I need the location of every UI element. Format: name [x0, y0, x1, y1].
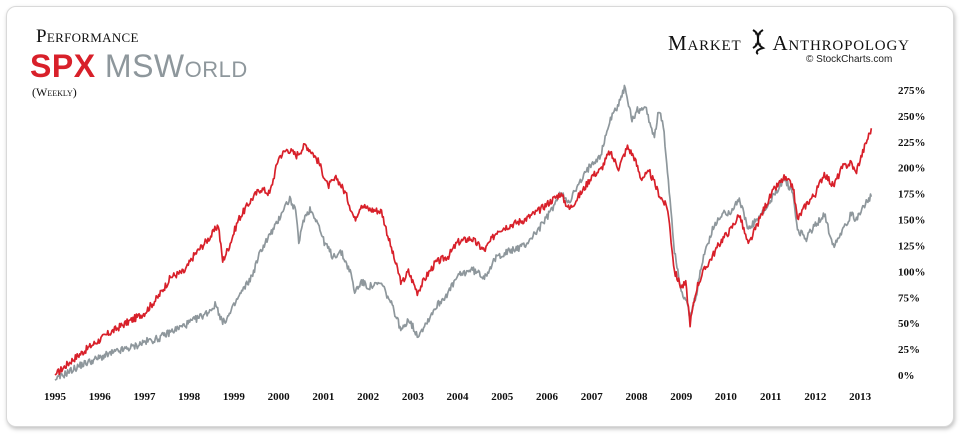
y-tick-label: 0%	[898, 370, 915, 382]
y-tick-label: 25%	[898, 344, 920, 356]
x-tick-label: 1996	[89, 391, 112, 403]
source-credit: © StockCharts.com	[806, 54, 893, 65]
y-tick-label: 150%	[898, 215, 926, 227]
x-tick-label: 2007	[581, 391, 604, 403]
series-line-spx	[54, 128, 873, 376]
chart-subtitle: (Weekly)	[32, 85, 77, 99]
x-tick-label: 2002	[357, 391, 380, 403]
x-tick-label: 2004	[447, 391, 470, 403]
x-tick-label: 2011	[760, 391, 781, 403]
chart-title: SPX MSWorld	[30, 48, 248, 85]
y-tick-label: 200%	[898, 163, 926, 175]
y-tick-label: 175%	[898, 189, 926, 201]
x-tick-label: 1995	[44, 391, 67, 403]
x-tick-label: 2009	[670, 391, 693, 403]
dna-helix-icon	[751, 29, 765, 55]
x-tick-label: 2001	[312, 391, 334, 403]
x-tick-label: 2005	[491, 391, 514, 403]
x-tick-label: 1998	[178, 391, 201, 403]
x-tick-label: 2008	[625, 391, 648, 403]
brand-right: Anthropology	[772, 31, 910, 55]
x-tick-label: 2010	[715, 391, 738, 403]
x-tick-label: 1997	[133, 391, 156, 403]
y-tick-label: 275%	[898, 85, 926, 97]
y-tick-label: 250%	[898, 111, 926, 123]
x-tick-label: 2000	[268, 391, 291, 403]
y-tick-label: 100%	[898, 266, 926, 278]
y-tick-label: 125%	[898, 240, 926, 252]
series-line-msworld	[54, 84, 873, 381]
brand-left: Market	[668, 31, 742, 55]
chart-title-top: Performance	[36, 26, 139, 47]
brand-logo: Market Anthropology	[668, 29, 910, 56]
title-series-msworld: MSWorld	[104, 48, 248, 84]
x-tick-label: 2013	[849, 391, 872, 403]
y-tick-label: 225%	[898, 137, 926, 149]
y-tick-label: 75%	[898, 292, 920, 304]
x-tick-label: 1999	[223, 391, 246, 403]
title-series-spx: SPX	[30, 48, 96, 84]
y-tick-label: 50%	[898, 318, 920, 330]
x-tick-label: 2006	[536, 391, 559, 403]
x-tick-label: 2012	[804, 391, 827, 403]
x-tick-label: 2003	[402, 391, 425, 403]
